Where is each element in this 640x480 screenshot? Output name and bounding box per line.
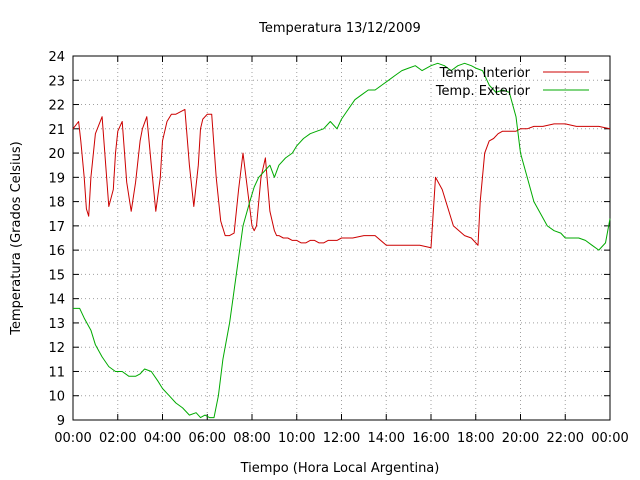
y-tick-label: 18 [48,196,65,211]
x-tick-label: 18:00 [457,431,494,446]
series [72,62,611,419]
legend-label: Temp. Interior [439,66,531,81]
y-tick-label: 11 [48,365,65,380]
ticks: 00:00 02:00 04:00 06:00 08:00 10:00 12:00 14:00… [48,50,628,446]
x-tick-label: 20:00 [502,431,539,446]
y-tick-label: 22 [48,99,65,114]
x-tick-label: 06:00 [189,431,226,446]
y-tick-label: 17 [48,220,65,235]
y-axis-label: Temperatura (Grados Celsius) [9,141,24,335]
y-tick-label: 24 [48,50,65,65]
x-tick-label: 12:00 [323,431,360,446]
y-tick-label: 20 [48,147,65,162]
legend: Temp. Interior Temp. Exterior [435,66,589,99]
legend-label: Temp. Exterior [435,84,531,99]
x-tick-label: 02:00 [99,431,136,446]
grid [73,56,610,420]
x-tick-label: 22:00 [547,431,584,446]
x-tick-label: 10:00 [278,431,315,446]
x-axis-label: Tiempo (Hora Local Argentina) [240,461,440,476]
x-tick-label: 08:00 [233,431,270,446]
y-tick-label: 23 [48,74,65,89]
y-tick-label: 16 [48,244,65,259]
series-line-exterior [73,62,611,419]
y-tick-label: 21 [48,123,65,138]
series-line-interior [72,108,611,249]
x-tick-label: 00:00 [591,431,628,446]
y-tick-label: 12 [48,341,65,356]
y-tick-label: 19 [48,171,65,186]
x-tick-label: 00:00 [54,431,91,446]
y-tick-label: 14 [48,293,65,308]
x-tick-label: 16:00 [412,431,449,446]
y-tick-label: 15 [48,268,65,283]
y-tick-label: 13 [48,317,65,332]
y-tick-label: 9 [57,414,65,429]
chart-title: Temperatura 13/12/2009 [258,21,421,36]
x-tick-label: 14:00 [368,431,405,446]
x-tick-label: 04:00 [144,431,181,446]
y-tick-label: 10 [48,390,65,405]
